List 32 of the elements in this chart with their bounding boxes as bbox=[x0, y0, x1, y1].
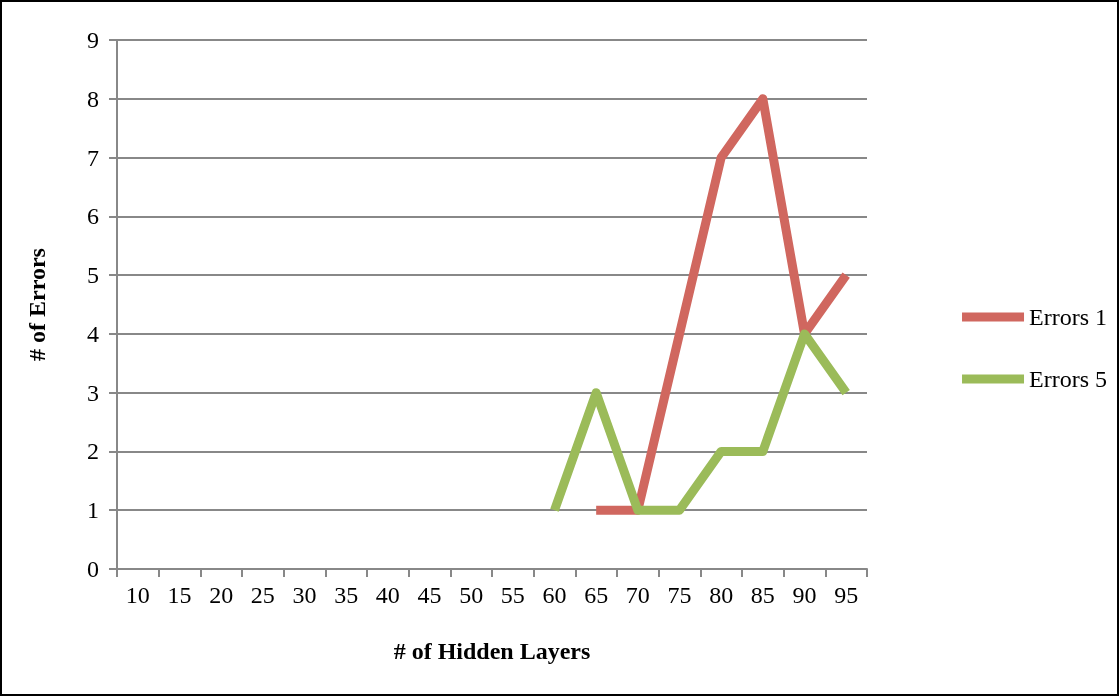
y-tick-label: 0 bbox=[87, 556, 99, 582]
x-tick-label: 40 bbox=[375, 582, 400, 608]
x-tick-label: 70 bbox=[625, 582, 650, 608]
legend-label: Errors 5 bbox=[1029, 366, 1108, 392]
x-tick-label: 20 bbox=[209, 582, 234, 608]
x-tick-label: 65 bbox=[584, 582, 609, 608]
x-tick-label: 75 bbox=[667, 582, 692, 608]
x-tick-label: 30 bbox=[292, 582, 317, 608]
y-tick-label: 9 bbox=[87, 27, 99, 53]
x-axis-title: # of Hidden Layers bbox=[393, 638, 591, 664]
legend-label: Errors 1 bbox=[1029, 304, 1108, 330]
x-tick-label: 90 bbox=[792, 582, 817, 608]
x-tick-label: 60 bbox=[542, 582, 567, 608]
y-tick-label: 3 bbox=[87, 379, 99, 406]
y-tick-label: 5 bbox=[87, 262, 99, 289]
x-tick-label: 80 bbox=[709, 582, 734, 608]
y-axis-title: # of Errors bbox=[24, 248, 50, 361]
x-tick-label: 45 bbox=[417, 582, 442, 608]
y-tick-label: 7 bbox=[87, 144, 99, 171]
y-tick-label: 6 bbox=[87, 203, 99, 230]
x-tick-label: 15 bbox=[167, 582, 192, 608]
x-tick-label: 35 bbox=[334, 582, 359, 608]
y-tick-label: 8 bbox=[87, 85, 99, 112]
y-tick-label: 1 bbox=[87, 497, 99, 524]
y-tick-label: 4 bbox=[87, 320, 99, 347]
x-tick-label: 25 bbox=[250, 582, 275, 608]
y-tick-label: 2 bbox=[87, 438, 99, 465]
x-tick-label: 55 bbox=[500, 582, 525, 608]
x-tick-label: 85 bbox=[750, 582, 775, 608]
x-tick-label: 50 bbox=[459, 582, 484, 608]
x-tick-label: 95 bbox=[834, 582, 859, 608]
x-tick-label: 10 bbox=[125, 582, 150, 608]
